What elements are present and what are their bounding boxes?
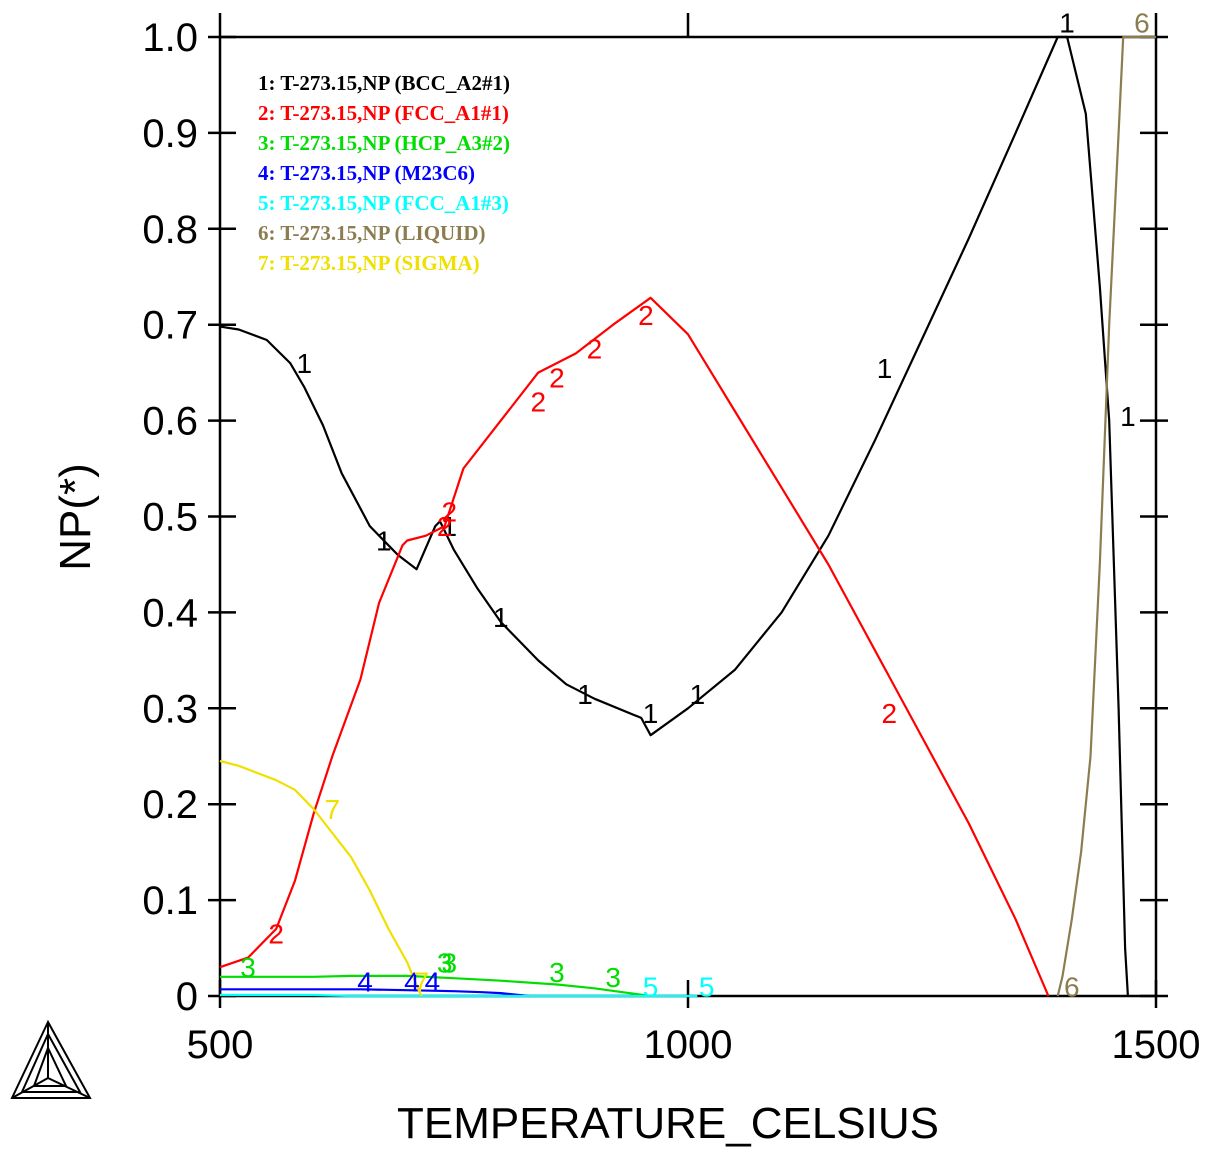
series-line-6 <box>1056 35 1156 997</box>
curve-label-5: 5 <box>699 971 715 1002</box>
curve-label-1: 1 <box>442 511 458 542</box>
curve-label-4: 4 <box>404 967 420 998</box>
legend-entry-3: 3: T-273.15,NP (HCP_A3#2) <box>258 131 510 155</box>
series-line-3 <box>220 974 651 998</box>
curve-label-6: 6 <box>1064 971 1080 1002</box>
curve-label-1: 1 <box>577 679 593 710</box>
legend-entry-6: 6: T-273.15,NP (LIQUID) <box>258 221 486 245</box>
curve-label-3: 3 <box>605 962 621 993</box>
thermocalc-logo-icon <box>10 1019 92 1099</box>
curve-label-2: 2 <box>437 511 453 542</box>
y-tick-label: 0.4 <box>142 591 198 635</box>
y-tick-label: 0.9 <box>142 112 198 156</box>
curve-label-6: 6 <box>1134 8 1150 39</box>
x-tick-label: 1000 <box>644 1023 733 1067</box>
curve-label-1: 1 <box>877 353 893 384</box>
curve-label-2: 2 <box>268 919 284 950</box>
x-tick-label: 1500 <box>1112 1023 1201 1067</box>
y-tick-label: 0 <box>176 975 198 1019</box>
curve-label-1: 1 <box>1059 8 1075 39</box>
y-axis-title: NP(*) <box>51 463 100 571</box>
curve-label-5: 5 <box>643 971 659 1002</box>
curve-label-4: 4 <box>357 967 373 998</box>
y-tick-label: 0.3 <box>142 687 198 731</box>
curve-label-3: 3 <box>437 947 453 978</box>
curve-label-2: 2 <box>530 386 546 417</box>
curve-label-3: 3 <box>442 947 458 978</box>
curve-label-4: 4 <box>425 967 441 998</box>
y-tick-label: 0.1 <box>142 879 198 923</box>
curve-label-2: 2 <box>881 698 897 729</box>
y-tick-label: 0.7 <box>142 304 198 348</box>
curve-label-7: 7 <box>325 794 341 825</box>
series-line-4 <box>220 988 530 998</box>
legend-entry-4: 4: T-273.15,NP (M23C6) <box>258 161 475 185</box>
curve-label-2: 2 <box>587 334 603 365</box>
curve-label-1: 1 <box>690 679 706 710</box>
legend-entry-5: 5: T-273.15,NP (FCC_A1#3) <box>258 191 509 215</box>
legend-entry-7: 7: T-273.15,NP (SIGMA) <box>258 251 480 275</box>
series-line-2 <box>219 296 1050 997</box>
series-line-1 <box>219 35 1129 997</box>
curve-label-1: 1 <box>296 348 312 379</box>
curve-label-7: 7 <box>413 967 429 998</box>
series-lines <box>219 35 1156 998</box>
y-tick-label: 0.5 <box>142 496 198 540</box>
curve-label-2: 2 <box>638 300 654 331</box>
y-tick-label: 0.2 <box>142 783 198 827</box>
x-axis-title: TEMPERATURE_CELSIUS <box>397 1099 939 1148</box>
curve-label-1: 1 <box>376 525 392 556</box>
legend: 1: T-273.15,NP (BCC_A2#1) 2: T-273.15,NP … <box>258 71 510 275</box>
curve-label-3: 3 <box>549 957 565 988</box>
y-tick-label: 1.0 <box>142 16 198 60</box>
x-tick-label: 500 <box>187 1023 254 1067</box>
curve-label-1: 1 <box>493 602 509 633</box>
curve-label-3: 3 <box>240 952 256 983</box>
curve-label-2: 2 <box>442 497 458 528</box>
legend-entry-1: 1: T-273.15,NP (BCC_A2#1) <box>258 71 510 95</box>
y-tick-label: 0.6 <box>142 400 198 444</box>
y-tick-label: 0.8 <box>142 208 198 252</box>
legend-entry-2: 2: T-273.15,NP (FCC_A1#1) <box>258 101 509 125</box>
series-line-5 <box>220 993 698 998</box>
series-line-7 <box>219 759 423 997</box>
curve-label-2: 2 <box>549 362 565 393</box>
curve-label-1: 1 <box>1120 401 1136 432</box>
curve-label-1: 1 <box>643 698 659 729</box>
